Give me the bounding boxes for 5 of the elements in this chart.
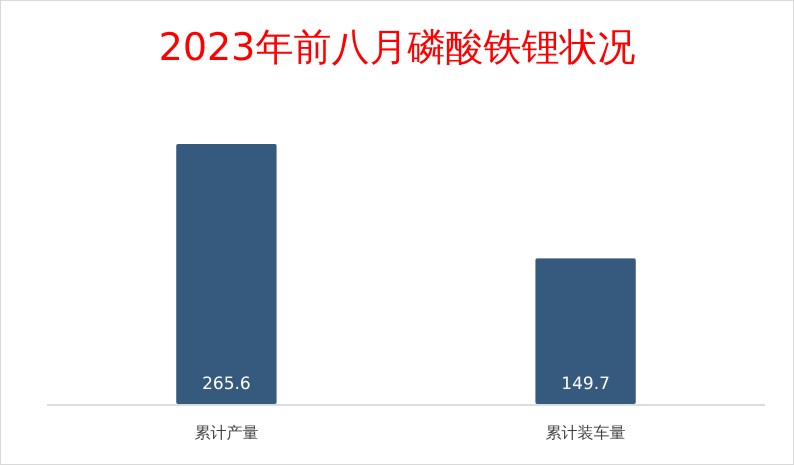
data-label: 265.6 (202, 374, 251, 394)
data-label: 149.7 (561, 374, 610, 394)
x-tick-label: 累计装车量 (546, 423, 626, 442)
chart-title: 2023年前八月磷酸铁锂状况 (158, 25, 636, 69)
x-tick-label: 累计产量 (194, 423, 258, 442)
